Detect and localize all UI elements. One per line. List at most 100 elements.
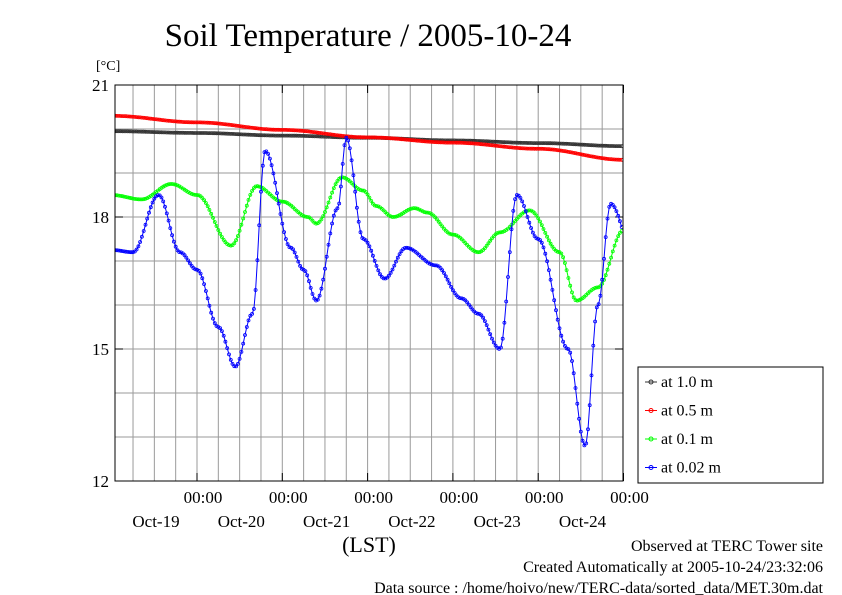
data-point bbox=[257, 184, 262, 189]
data-point bbox=[481, 315, 486, 320]
data-point bbox=[596, 302, 601, 307]
data-point bbox=[573, 142, 578, 147]
data-point bbox=[607, 261, 612, 266]
legend-label: at 0.5 m bbox=[661, 403, 714, 420]
data-point bbox=[506, 145, 510, 150]
data-point bbox=[259, 189, 263, 194]
data-point bbox=[390, 136, 395, 141]
data-point bbox=[536, 216, 541, 221]
data-point bbox=[598, 293, 603, 298]
data-point bbox=[459, 140, 464, 145]
data-point bbox=[333, 133, 338, 138]
data-point bbox=[328, 195, 333, 200]
data-point bbox=[152, 117, 157, 121]
data-point bbox=[308, 134, 313, 139]
data-point bbox=[388, 214, 393, 219]
data-point bbox=[504, 299, 509, 304]
data-point bbox=[166, 218, 171, 223]
data-point bbox=[484, 142, 489, 147]
data-point bbox=[598, 155, 603, 160]
data-point bbox=[502, 320, 507, 325]
data-point bbox=[335, 133, 340, 138]
data-point bbox=[367, 195, 372, 200]
data-point bbox=[159, 195, 164, 200]
data-point bbox=[173, 244, 178, 249]
data-point bbox=[182, 120, 187, 124]
data-point bbox=[164, 130, 169, 135]
data-point bbox=[458, 296, 462, 301]
data-point bbox=[545, 141, 549, 146]
data-point bbox=[221, 122, 226, 126]
data-point bbox=[308, 129, 313, 134]
data-point bbox=[193, 131, 198, 135]
data-point bbox=[594, 143, 599, 148]
data-point bbox=[248, 125, 253, 130]
data-point bbox=[237, 356, 242, 361]
data-point bbox=[244, 125, 249, 129]
data-point bbox=[378, 272, 382, 277]
data-point bbox=[136, 115, 141, 120]
data-point bbox=[598, 143, 603, 148]
data-point bbox=[315, 130, 320, 135]
data-point bbox=[413, 206, 418, 211]
data-point bbox=[218, 231, 223, 236]
data-point bbox=[424, 139, 429, 144]
data-point bbox=[587, 403, 592, 408]
data-point bbox=[136, 197, 141, 202]
data-point bbox=[580, 438, 585, 443]
data-point bbox=[285, 133, 290, 138]
data-point bbox=[474, 249, 478, 254]
legend-label: at 1.0 m bbox=[661, 374, 714, 391]
data-point bbox=[186, 130, 191, 135]
data-point bbox=[566, 141, 571, 146]
data-point bbox=[292, 250, 297, 255]
data-point bbox=[353, 189, 358, 194]
data-point bbox=[315, 134, 320, 139]
data-point bbox=[125, 114, 130, 119]
data-point bbox=[522, 204, 526, 208]
data-point bbox=[237, 228, 242, 233]
data-point bbox=[415, 138, 420, 143]
data-point bbox=[131, 196, 135, 201]
data-point bbox=[170, 233, 175, 238]
data-point bbox=[127, 195, 132, 200]
data-point bbox=[506, 275, 510, 279]
data-point bbox=[282, 230, 287, 235]
data-point bbox=[120, 114, 125, 118]
data-point bbox=[472, 141, 477, 146]
data-point bbox=[541, 245, 546, 250]
data-point bbox=[495, 139, 500, 144]
data-point bbox=[161, 199, 166, 204]
data-point bbox=[475, 141, 480, 146]
data-point bbox=[484, 243, 489, 248]
data-point bbox=[189, 191, 194, 196]
data-point bbox=[335, 179, 340, 183]
data-point bbox=[570, 359, 574, 363]
data-point bbox=[570, 290, 574, 295]
data-point bbox=[248, 132, 253, 137]
data-point bbox=[211, 215, 215, 220]
data-point bbox=[527, 220, 532, 225]
data-point bbox=[543, 230, 548, 235]
data-point bbox=[570, 150, 574, 155]
data-point bbox=[578, 142, 583, 147]
data-point bbox=[148, 205, 153, 210]
data-point bbox=[127, 114, 132, 119]
data-point bbox=[486, 241, 491, 246]
data-point bbox=[525, 141, 530, 145]
data-point bbox=[212, 131, 217, 136]
data-point bbox=[458, 140, 462, 145]
data-point bbox=[179, 119, 183, 124]
data-point bbox=[607, 144, 612, 148]
data-point bbox=[516, 146, 521, 150]
axis-ticks: 1215182100:00Oct-1900:00Oct-2000:00Oct-2… bbox=[92, 76, 649, 531]
legend-box bbox=[637, 366, 824, 484]
data-point bbox=[502, 144, 507, 149]
data-point bbox=[507, 140, 512, 145]
data-point bbox=[358, 230, 363, 235]
data-point bbox=[314, 130, 319, 135]
data-point bbox=[518, 195, 523, 200]
data-point bbox=[538, 238, 542, 242]
data-point bbox=[330, 190, 335, 195]
